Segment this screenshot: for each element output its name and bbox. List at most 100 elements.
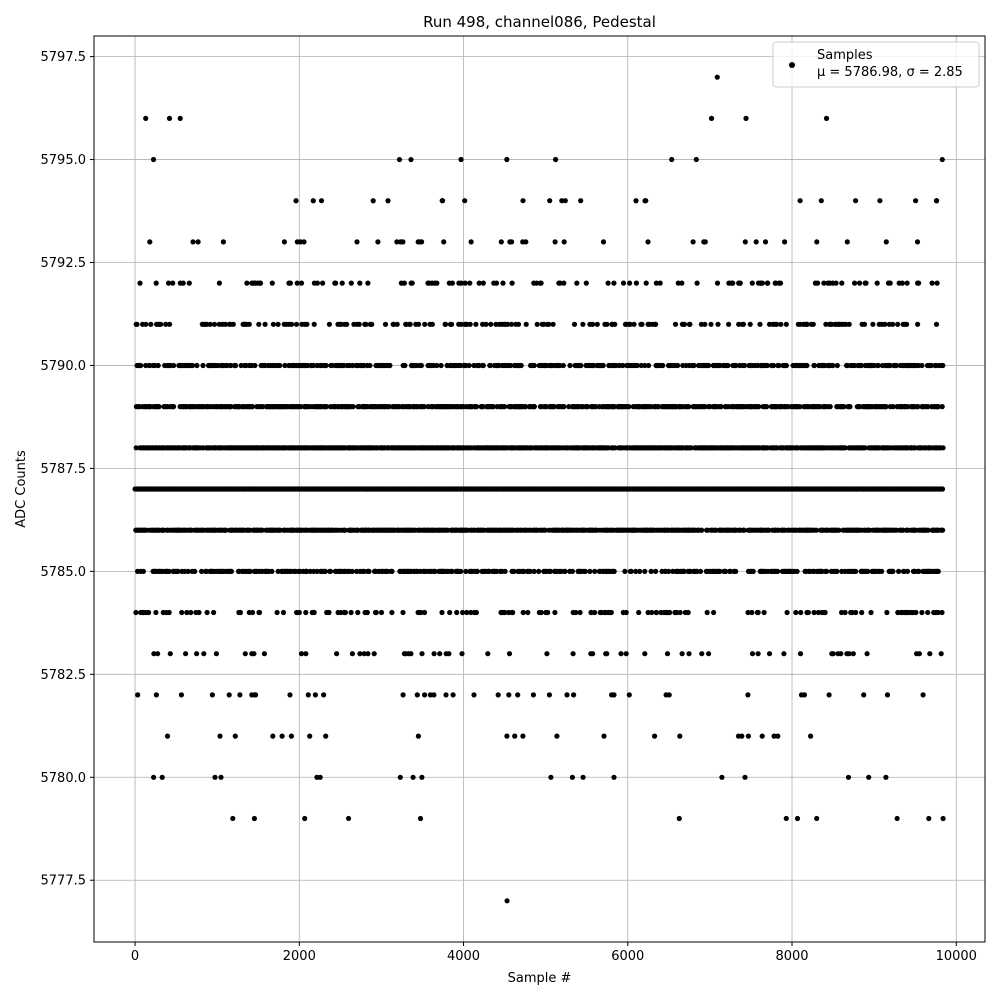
sample-point xyxy=(552,239,558,245)
sample-point xyxy=(821,280,827,286)
sample-point xyxy=(213,651,219,657)
sample-point xyxy=(916,280,922,286)
sample-point xyxy=(685,609,691,616)
sample-point xyxy=(179,609,185,616)
sample-point xyxy=(177,115,183,121)
sample-point xyxy=(302,815,308,822)
sample-point xyxy=(355,609,361,616)
sample-point xyxy=(400,239,406,245)
sample-point xyxy=(940,445,946,451)
sample-point xyxy=(547,198,553,204)
sample-point xyxy=(228,568,234,575)
sample-point xyxy=(304,568,310,575)
sample-point xyxy=(334,651,340,657)
sample-point xyxy=(929,280,935,286)
sample-point xyxy=(382,321,389,327)
sample-point xyxy=(534,321,540,327)
sample-point xyxy=(766,527,772,533)
sample-point xyxy=(473,321,479,327)
sample-point xyxy=(666,692,672,698)
sample-point xyxy=(895,321,901,327)
sample-point xyxy=(217,733,223,739)
sample-point xyxy=(764,404,770,410)
sample-point xyxy=(823,321,829,327)
sample-point xyxy=(387,362,393,369)
sample-point xyxy=(166,568,172,575)
sample-point xyxy=(741,527,747,533)
sample-point xyxy=(326,609,332,616)
sample-point xyxy=(561,239,567,245)
sample-point xyxy=(545,609,551,616)
sample-point xyxy=(694,568,700,575)
sample-point xyxy=(852,280,858,286)
sample-point xyxy=(367,362,373,369)
sample-point xyxy=(611,280,617,286)
sample-point xyxy=(794,568,800,575)
sample-point xyxy=(373,609,379,616)
sample-point xyxy=(708,321,714,327)
sample-point xyxy=(919,609,925,616)
sample-point xyxy=(261,651,267,657)
sample-point xyxy=(339,280,345,286)
sample-point xyxy=(915,404,921,410)
x-tick-label: 10000 xyxy=(936,949,977,964)
sample-point xyxy=(515,321,522,327)
x-axis-label: Sample # xyxy=(508,971,572,986)
sample-point xyxy=(531,362,537,369)
sample-point xyxy=(783,362,790,369)
sample-point xyxy=(733,568,739,575)
sample-point xyxy=(443,692,449,698)
sample-point xyxy=(794,815,801,822)
sample-point xyxy=(611,774,617,780)
sample-point xyxy=(810,321,816,327)
sample-point xyxy=(449,568,455,575)
sample-point xyxy=(192,568,198,575)
sample-point xyxy=(531,568,537,575)
sample-point xyxy=(166,280,172,286)
sample-point xyxy=(450,692,456,698)
sample-point xyxy=(567,362,573,369)
sample-point xyxy=(158,321,164,327)
sample-point xyxy=(552,609,558,616)
sample-point xyxy=(467,280,473,286)
sample-point xyxy=(228,404,234,410)
sample-point xyxy=(310,362,317,369)
sample-point xyxy=(333,280,339,286)
sample-point xyxy=(694,280,700,286)
sample-point xyxy=(429,321,435,327)
sample-point xyxy=(822,609,828,616)
chart-title: Run 498, channel086, Pedestal xyxy=(423,13,656,31)
sample-point xyxy=(310,198,316,204)
sample-point xyxy=(402,362,408,369)
sample-point xyxy=(184,609,190,616)
sample-point xyxy=(170,404,177,410)
sample-point xyxy=(818,198,824,204)
sample-point xyxy=(303,609,309,616)
sample-point xyxy=(167,321,173,327)
sample-point xyxy=(422,692,428,698)
sample-point xyxy=(432,568,438,575)
sample-point xyxy=(838,651,844,657)
sample-point xyxy=(495,692,501,698)
y-tick-label: 5782.5 xyxy=(41,668,87,683)
sample-point xyxy=(652,733,658,739)
sample-point xyxy=(458,321,464,327)
sample-point xyxy=(861,692,867,698)
sample-point xyxy=(226,692,232,698)
sample-point xyxy=(842,445,848,451)
sample-point xyxy=(270,733,276,739)
sample-point xyxy=(417,815,424,822)
sample-point xyxy=(269,568,275,575)
sample-point xyxy=(304,321,310,327)
sample-point xyxy=(523,239,529,245)
sample-point xyxy=(708,115,715,121)
sample-point xyxy=(562,198,568,204)
sample-point xyxy=(246,321,252,327)
sample-point xyxy=(919,362,925,369)
sample-point xyxy=(153,692,159,698)
sample-point xyxy=(704,609,710,616)
sample-point xyxy=(348,609,354,616)
sample-point xyxy=(904,280,910,286)
sample-point xyxy=(510,609,516,616)
